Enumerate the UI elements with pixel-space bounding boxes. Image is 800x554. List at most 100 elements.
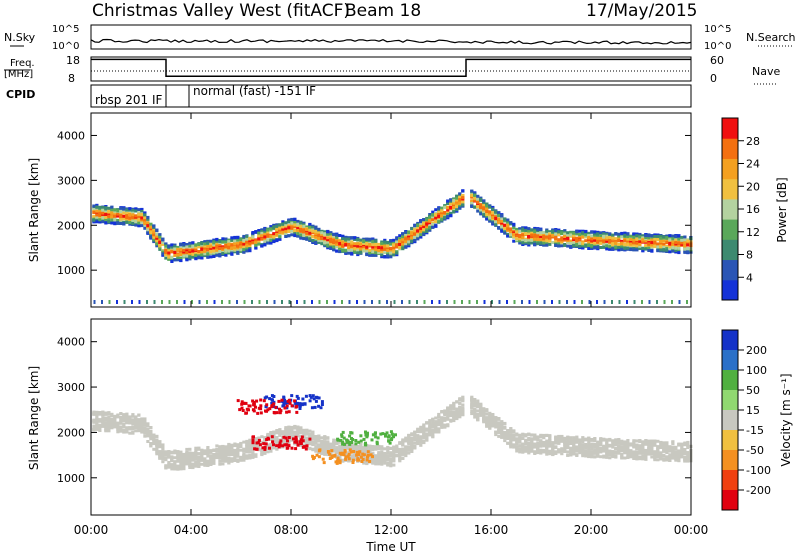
power-cell	[212, 255, 216, 258]
power-cell	[308, 225, 312, 229]
power-cell	[374, 251, 378, 255]
power-cell	[678, 300, 681, 304]
power-cell	[191, 245, 195, 249]
velocity-cell	[218, 459, 222, 463]
power-cell	[407, 231, 411, 235]
power-cell	[668, 238, 672, 242]
velocity-cell	[92, 424, 96, 428]
power-cell	[401, 300, 403, 304]
power-cell	[491, 221, 495, 225]
velocity-cell	[323, 443, 327, 446]
velocity-cell	[440, 410, 444, 414]
velocity-cell	[386, 461, 390, 465]
power-cell	[134, 209, 138, 213]
velocity-cell	[134, 423, 138, 426]
velocity-cell	[107, 429, 111, 433]
power-cell	[659, 248, 663, 252]
velocity-cell	[209, 463, 213, 466]
velocity-cell	[227, 453, 231, 457]
nsky-trace	[90, 38, 692, 45]
velocity-cell	[218, 452, 222, 456]
velocity-cell	[377, 453, 381, 457]
velocity-cell	[386, 445, 390, 449]
velocity-cell	[293, 425, 297, 429]
power-cell	[485, 214, 489, 218]
velocity-cell	[323, 444, 327, 448]
power-cell	[182, 245, 186, 249]
power-cell	[626, 246, 630, 250]
velocity-cell	[215, 448, 219, 452]
power-cell	[95, 209, 99, 213]
power-cell	[347, 246, 351, 250]
velocity-cell	[275, 430, 279, 434]
power-cell	[599, 234, 603, 237]
velocity-cell	[176, 457, 180, 460]
power-cell	[602, 232, 606, 236]
velocity-cell	[389, 461, 393, 465]
velocity-cell	[323, 440, 327, 444]
power-cell	[305, 233, 309, 237]
power-cell	[431, 223, 435, 226]
velocity-cell	[359, 446, 363, 449]
velocity-cell	[248, 439, 252, 443]
power-cell	[542, 231, 546, 234]
power-cell	[368, 239, 372, 243]
velocity-cell	[362, 456, 366, 459]
power-cell	[548, 230, 552, 234]
power-cell	[341, 244, 345, 248]
power-cell	[440, 217, 444, 221]
power-cell	[392, 243, 396, 247]
power-cell	[119, 215, 123, 219]
power-cell	[593, 236, 597, 240]
power-cell	[554, 237, 558, 241]
velocity-cell	[380, 453, 384, 457]
power-cell	[404, 237, 408, 241]
power-cell	[98, 218, 102, 222]
power-cell	[263, 233, 267, 237]
power-cell	[239, 238, 243, 242]
power-cell	[677, 251, 681, 255]
power-cell	[176, 248, 180, 252]
power-cell	[677, 234, 681, 238]
power-cell	[641, 300, 643, 304]
power-cell	[671, 240, 675, 244]
power-cell	[575, 230, 579, 234]
velocity-cell	[95, 420, 99, 424]
velocity-cell	[251, 455, 255, 459]
power-cell	[236, 300, 238, 304]
power-cell	[539, 231, 543, 235]
velocity-cell	[242, 449, 246, 453]
velocity-cell	[338, 444, 342, 448]
power-cell	[233, 242, 237, 246]
power-cell	[593, 230, 597, 234]
power-cell	[611, 236, 615, 240]
power-cell	[212, 241, 216, 245]
power-cell	[497, 217, 501, 221]
power-cell	[155, 232, 159, 236]
power-cell	[557, 228, 561, 232]
beam-label: Beam 18	[345, 1, 421, 21]
velocity-cell	[374, 462, 378, 466]
power-cell	[500, 225, 504, 229]
power-cell	[185, 245, 189, 249]
power-cell	[218, 239, 222, 243]
power-cell	[179, 243, 183, 247]
power-cell	[155, 239, 159, 243]
power-cell	[332, 243, 336, 247]
power-cell	[146, 224, 150, 228]
velocity-cell	[380, 462, 384, 466]
power-cell	[347, 239, 351, 243]
velocity-cell	[401, 456, 405, 460]
power-cell	[533, 230, 537, 234]
velocity-cell	[134, 429, 138, 433]
power-cell	[98, 207, 102, 211]
power-cell	[602, 238, 606, 242]
power-cell	[383, 247, 387, 251]
power-cell	[569, 233, 573, 237]
power-cell	[212, 239, 216, 243]
power-cell	[333, 300, 336, 304]
power-cell	[506, 233, 510, 236]
velocity-cell	[323, 449, 327, 453]
power-cell	[326, 241, 330, 245]
